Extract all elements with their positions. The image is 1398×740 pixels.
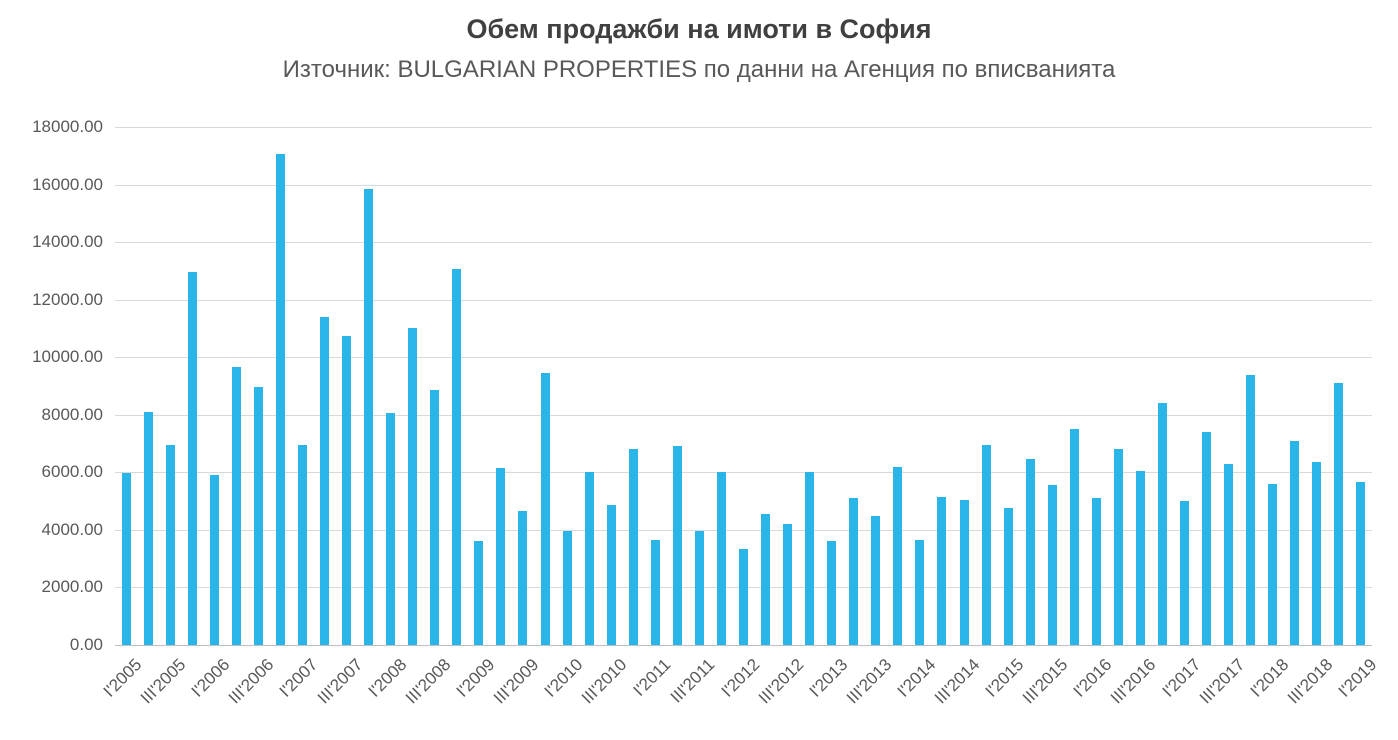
bar (540, 373, 550, 645)
bar (893, 466, 903, 645)
bar (915, 539, 925, 645)
x-tick-label: III'2007 (313, 655, 366, 708)
bar (364, 188, 374, 645)
bar (672, 446, 682, 645)
bar (1003, 508, 1013, 645)
gridline (115, 357, 1372, 359)
bar (694, 531, 704, 645)
y-tick-label: 10000.00 (32, 347, 103, 367)
bar (1312, 462, 1322, 645)
x-tick-label: III'2013 (842, 655, 896, 708)
gridline (115, 414, 1372, 416)
y-tick-label: 2000.00 (41, 577, 103, 597)
gridline (115, 472, 1372, 474)
bar (1069, 429, 1079, 645)
x-tick-label: III'2009 (489, 655, 543, 708)
bar (761, 514, 771, 645)
bar (827, 541, 837, 645)
bar (1290, 440, 1300, 645)
gridline (115, 299, 1372, 301)
bar (562, 531, 572, 645)
bar (121, 472, 131, 645)
bar (1047, 485, 1057, 645)
x-tick-label: III'2018 (1283, 655, 1337, 708)
y-tick-label: 8000.00 (41, 404, 103, 424)
gridline (115, 242, 1372, 244)
x-tick-label: III'2017 (1195, 655, 1249, 708)
bar (496, 468, 506, 645)
bar (231, 367, 241, 645)
bar (187, 272, 197, 645)
x-tick-label: III'2016 (1107, 655, 1160, 708)
bar (320, 316, 329, 645)
bar (1091, 498, 1101, 645)
bar (275, 154, 285, 645)
bar (209, 475, 219, 645)
gridline (115, 127, 1372, 128)
bar (739, 548, 748, 645)
bar (783, 524, 793, 645)
bar (1025, 459, 1035, 645)
gridline (115, 184, 1372, 186)
x-tick-label: III'2014 (930, 655, 984, 708)
bar (1268, 483, 1278, 645)
bar (628, 449, 638, 645)
bar (959, 499, 969, 645)
bar (1224, 463, 1234, 645)
bar (253, 387, 263, 645)
y-tick-label: 18000.00 (32, 117, 103, 136)
bar (452, 269, 462, 645)
x-tick-label: III'2015 (1019, 655, 1072, 708)
y-tick-label: 6000.00 (41, 462, 103, 482)
bar (143, 411, 153, 645)
bar (297, 445, 307, 645)
chart-title: Обем продажби на имоти в София (466, 14, 932, 44)
bar (386, 413, 396, 645)
x-tick-label: III'2011 (667, 655, 719, 707)
bar (1356, 482, 1366, 645)
y-tick-label: 12000.00 (32, 289, 103, 309)
bar (1202, 432, 1212, 645)
x-tick-label: III'2005 (137, 655, 190, 708)
bar (165, 445, 175, 645)
bar (871, 515, 881, 645)
bar (408, 328, 418, 645)
bar (1158, 403, 1167, 645)
plot-area (115, 127, 1372, 646)
y-tick-label: 14000.00 (32, 232, 103, 252)
x-tick-label: III'2008 (401, 655, 455, 708)
bar (584, 472, 594, 645)
bar (1180, 501, 1190, 645)
y-tick-label: 16000.00 (32, 174, 103, 194)
bar (474, 541, 484, 645)
gridline (115, 529, 1372, 531)
x-tick-label: I'2019 (1334, 655, 1381, 701)
gridline (115, 645, 1372, 646)
x-tick-label: III'2012 (754, 655, 808, 708)
bar (1334, 383, 1344, 645)
bar (1135, 470, 1145, 645)
y-tick-label: 4000.00 (41, 519, 103, 539)
bar (650, 539, 660, 645)
chart-subtitle: Източник: BULGARIAN PROPERTIES по данни … (282, 56, 1116, 83)
y-tick-label: 0.00 (69, 635, 103, 654)
x-tick-label: III'2010 (578, 655, 631, 708)
bar (805, 472, 815, 645)
bar (1113, 449, 1123, 645)
bar (849, 498, 859, 645)
bar (342, 335, 352, 645)
x-tick-label: III'2006 (225, 655, 278, 708)
bar (518, 511, 528, 645)
bar (606, 505, 616, 645)
bar (1246, 374, 1256, 645)
bar (937, 496, 947, 645)
bar (430, 390, 440, 645)
bar (716, 472, 726, 645)
bar (981, 445, 991, 645)
